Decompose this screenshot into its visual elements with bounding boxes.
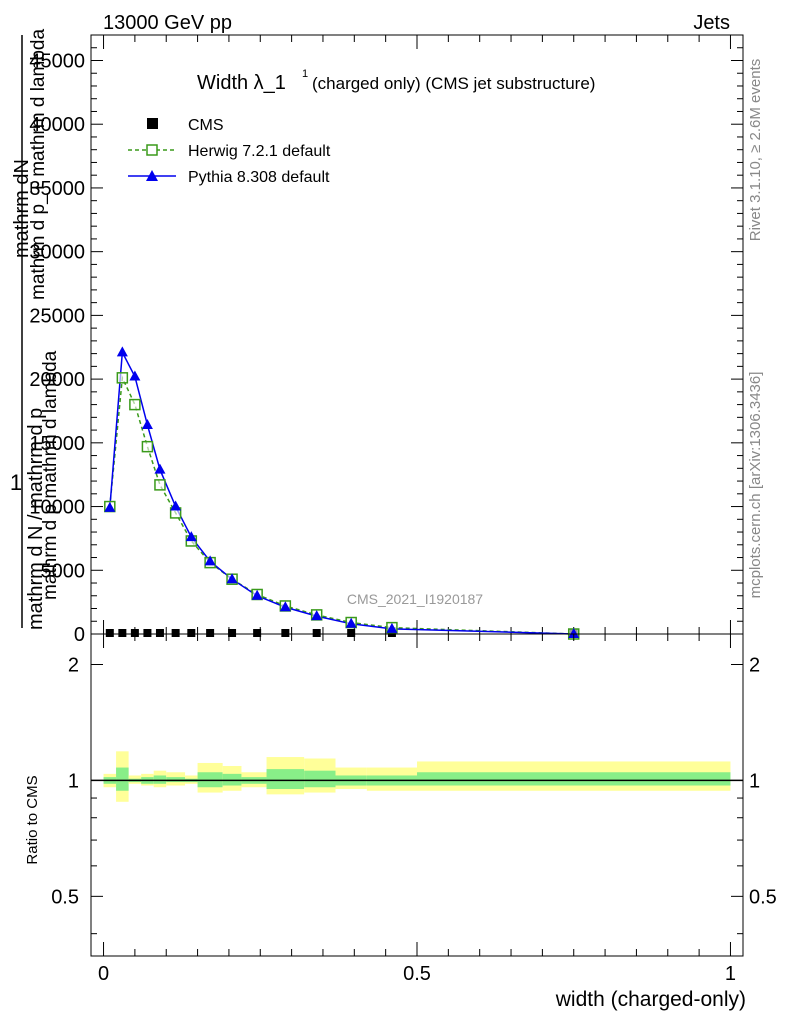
plot-title-rest: (charged only) (CMS jet substructure) xyxy=(312,74,595,93)
herwig-data-point xyxy=(154,479,166,491)
cms-data-point xyxy=(347,629,356,637)
pythia-data-point xyxy=(568,628,580,638)
ratio-frame xyxy=(90,633,744,957)
cms-data-point xyxy=(118,629,127,637)
cms-data-point xyxy=(130,629,139,637)
cms-data-point xyxy=(143,629,152,637)
cms-data-point xyxy=(253,629,262,637)
pythia-data-point xyxy=(129,370,141,381)
ratio-band-inner xyxy=(153,775,167,784)
main-series-layer xyxy=(104,346,580,640)
herwig-data-point xyxy=(116,372,129,384)
y-label-dn: mathrm dN xyxy=(11,159,33,258)
cms-data-point xyxy=(155,629,164,637)
main-y-axis-label: 1 mathrm d N / mathrm d p mathrm dN math… xyxy=(10,29,61,630)
y-label-d2n: mathrm d p_T mathrm d lambda xyxy=(28,29,49,300)
pythia-data-point xyxy=(226,573,238,584)
y-tick-label: 0 xyxy=(74,624,85,646)
y-tick-label: 15000 xyxy=(29,433,85,455)
legend-cms-label: CMS xyxy=(188,117,224,134)
y-tick-label: 40000 xyxy=(29,114,85,136)
x-tick-label: 0 xyxy=(98,963,109,985)
cms-data-point xyxy=(312,629,321,637)
cms-data-point xyxy=(228,629,237,637)
ratio-y-axis-label: Ratio to CMS xyxy=(24,775,41,864)
y-tick-label: 30000 xyxy=(29,242,85,264)
legend-herwig-marker xyxy=(146,144,158,156)
rivet-version-label: Rivet 3.1.10, ≥ 2.6M events xyxy=(747,59,764,242)
herwig-data-point xyxy=(141,440,154,453)
legend-herwig-label: Herwig 7.2.1 default xyxy=(188,143,331,160)
ratio-band-inner xyxy=(116,767,129,791)
plot-title-main: Width λ_1 xyxy=(197,72,286,94)
x-tick-label: 0.5 xyxy=(403,963,431,985)
legend-pythia-marker xyxy=(146,170,158,181)
plot-title-superscript: 1 xyxy=(302,68,308,80)
ratio-y-axis: 0.5 0.5 1 1 2 2 xyxy=(51,654,777,935)
ratio-y-tick-label-right: 1 xyxy=(749,770,760,792)
cms-data-point xyxy=(206,629,215,637)
pythia-data-point xyxy=(154,463,166,474)
ratio-band-inner xyxy=(304,770,336,788)
pythia-data-point xyxy=(345,617,357,628)
y-tick-label: 20000 xyxy=(29,369,85,391)
ratio-y-tick-label-right: 0.5 xyxy=(749,886,777,908)
y-tick-label: 45000 xyxy=(29,50,85,72)
y-label-denominator: mathrm d N / mathrm d p xyxy=(25,408,47,630)
y-tick-label: 25000 xyxy=(29,305,85,327)
cms-data-point xyxy=(171,629,180,637)
legend-cms-marker xyxy=(147,118,158,129)
y-label-dp-dlambda: mathrm d p mathrm d lambda xyxy=(40,350,61,600)
ratio-x-axis: 0 0.5 1 xyxy=(98,634,736,985)
main-panel: 0 5000 10000 15000 20000 25000 30000 35000 40000… xyxy=(10,29,744,646)
pythia-data-point xyxy=(386,622,398,633)
y-tick-label: 5000 xyxy=(41,560,86,582)
cms-data-point xyxy=(187,629,196,637)
pythia-data-point xyxy=(251,589,263,600)
herwig-data-point xyxy=(129,398,141,411)
ratio-band-inner xyxy=(166,777,186,783)
ratio-y-tick-label: 2 xyxy=(68,654,79,676)
ratio-panel: 0.5 0.51 12 2 0 0.5 1 Ratio to CMS width (cha… xyxy=(24,633,777,1011)
x-axis-label: width (charged-only) xyxy=(555,988,746,1011)
header-energy-label: 13000 GeV pp xyxy=(103,12,232,34)
ratio-band-inner xyxy=(417,772,731,786)
ratio-band-inner xyxy=(266,769,305,789)
y-tick-label: 10000 xyxy=(29,497,85,519)
ratio-uncertainty-bands xyxy=(103,751,731,802)
pythia-data-point xyxy=(204,555,216,566)
herwig-series-line xyxy=(109,375,574,635)
y-label-numerator-one: 1 xyxy=(10,470,22,495)
cms-data-point xyxy=(105,629,114,637)
legend: CMS Herwig 7.2.1 default Pythia 8.308 de… xyxy=(128,117,331,186)
x-tick-label: 1 xyxy=(725,963,736,985)
pythia-series-line xyxy=(109,349,574,635)
pythia-data-point xyxy=(279,601,291,612)
analysis-watermark: CMS_2021_I1920187 xyxy=(347,591,483,607)
pythia-data-point xyxy=(311,610,323,621)
mcplots-url-label: mcplots.cern.ch [arXiv:1306.3436] xyxy=(747,372,764,599)
pythia-data-point xyxy=(104,501,116,512)
legend-pythia-label: Pythia 8.308 default xyxy=(188,169,330,186)
pythia-data-point xyxy=(170,500,182,511)
ratio-y-tick-label-right: 2 xyxy=(749,654,760,676)
header-process-label: Jets xyxy=(693,12,730,34)
pythia-data-point xyxy=(185,531,197,542)
ratio-y-tick-label: 1 xyxy=(68,770,79,792)
cms-data-point xyxy=(281,629,290,637)
pythia-data-point xyxy=(141,418,153,429)
ratio-y-tick-label: 0.5 xyxy=(51,886,79,908)
main-y-axis: 0 5000 10000 15000 20000 25000 30000 35000 40000… xyxy=(29,34,743,646)
pythia-data-point xyxy=(116,346,128,357)
y-tick-label: 35000 xyxy=(29,178,85,200)
